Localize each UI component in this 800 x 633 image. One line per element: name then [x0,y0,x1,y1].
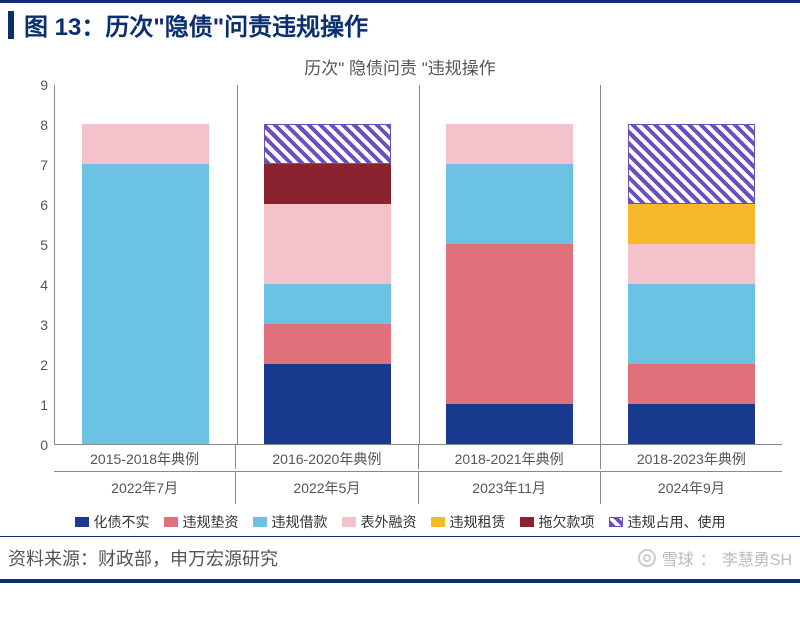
legend: 化债不实 违规垫资 违规借款 表外融资 违规租赁 拖欠款项 违规占用、使用 [18,512,782,532]
watermark: 雪球 ： 李慧勇SH [638,546,792,570]
legend-item: 违规借款 [253,512,328,532]
y-axis: 0123456789 [18,85,54,445]
figure-title: 图 13：历次"隐债"问责违规操作 [24,7,368,42]
legend-item: 违规占用、使用 [609,512,726,532]
legend-label: 拖欠款项 [539,512,595,532]
legend-item: 表外融资 [342,512,417,532]
bar-segment [628,244,755,284]
legend-swatch [164,517,178,527]
y-tick: 8 [40,117,48,133]
bar-segment [82,164,209,444]
y-tick: 2 [40,357,48,373]
y-tick: 5 [40,237,48,253]
x-axis-row-1: 2015-2018年典例2016-2020年典例2018-2021年典例2018… [54,445,782,469]
legend-swatch [253,517,267,527]
bar-segment [446,244,573,404]
legend-label: 表外融资 [361,512,417,532]
bar-segment [446,164,573,244]
plot-area [54,85,782,445]
legend-label: 违规占用、使用 [628,512,726,532]
bar-stack [82,124,209,444]
bar-stack [264,124,391,444]
bar-segment [264,364,391,444]
bar-slot [55,85,237,444]
x-tick-bottom: 2022年5月 [236,471,418,504]
legend-swatch [431,517,445,527]
vertical-gridline [600,85,601,444]
accent-bar [8,11,14,39]
x-tick-top: 2016-2020年典例 [236,445,418,469]
x-tick-top: 2018-2021年典例 [419,445,601,469]
bar-segment [628,284,755,364]
legend-label: 违规垫资 [183,512,239,532]
legend-label: 化债不实 [94,512,150,532]
chart-title: 历次" 隐债问责 "违规操作 [18,54,782,79]
figure-header: 图 13：历次"隐债"问责违规操作 [0,0,800,48]
source-text: 资料来源：财政部，申万宏源研究 [8,545,278,571]
watermark-sep: ： [700,546,716,570]
vertical-gridline [419,85,420,444]
legend-swatch [520,517,534,527]
source-line: 资料来源：财政部，申万宏源研究 雪球 ： 李慧勇SH [0,536,800,583]
bar-stack [628,124,755,444]
y-tick: 3 [40,317,48,333]
bar-segment [264,164,391,204]
y-tick: 1 [40,397,48,413]
y-tick: 7 [40,157,48,173]
bar-segment [446,404,573,444]
legend-swatch [609,517,623,527]
bar-segment [264,324,391,364]
x-tick-bottom: 2023年11月 [419,471,601,504]
plot: 0123456789 [18,85,782,445]
x-tick-bottom: 2024年9月 [601,471,782,504]
bar-segment [82,124,209,164]
legend-item: 违规垫资 [164,512,239,532]
vertical-gridline [237,85,238,444]
x-tick-top: 2015-2018年典例 [54,445,236,469]
bar-segment [628,204,755,244]
xueqiu-logo-icon [638,549,656,567]
bar-stack [446,124,573,444]
y-tick: 4 [40,277,48,293]
legend-swatch [342,517,356,527]
bar-segment [628,364,755,404]
bar-segment [446,124,573,164]
legend-item: 化债不实 [75,512,150,532]
x-axis-row-2: 2022年7月2022年5月2023年11月2024年9月 [54,471,782,504]
bar-slot [237,85,419,444]
watermark-author: 李慧勇SH [722,546,792,570]
y-tick: 6 [40,197,48,213]
legend-label: 违规借款 [272,512,328,532]
bar-slot [600,85,782,444]
bar-segment [264,124,391,164]
y-tick: 0 [40,437,48,453]
watermark-brand: 雪球 [662,546,694,570]
x-tick-top: 2018-2023年典例 [601,445,782,469]
legend-item: 拖欠款项 [520,512,595,532]
y-tick: 9 [40,77,48,93]
legend-label: 违规租赁 [450,512,506,532]
bar-segment [264,284,391,324]
bar-slot [419,85,601,444]
bar-segment [628,124,755,204]
chart-area: 历次" 隐债问责 "违规操作 0123456789 2015-2018年典例20… [0,48,800,504]
legend-item: 违规租赁 [431,512,506,532]
bar-segment [264,204,391,284]
legend-swatch [75,517,89,527]
bar-segment [628,404,755,444]
x-tick-bottom: 2022年7月 [54,471,236,504]
